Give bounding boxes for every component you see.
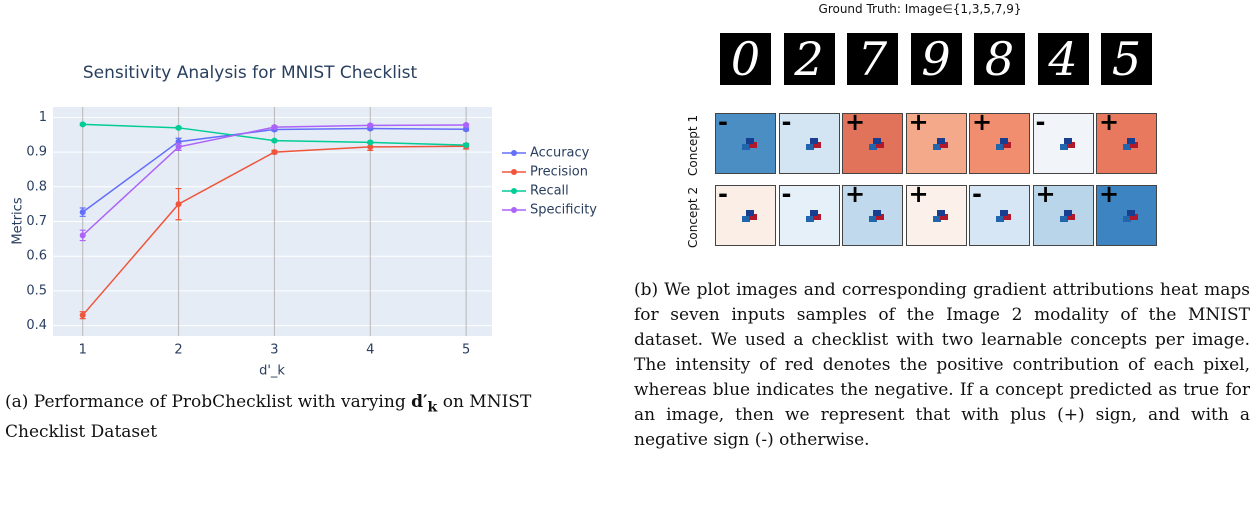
heatmap: + (1096, 113, 1157, 174)
y-tick-label: 0.7 (26, 214, 47, 229)
heatmap: + (906, 113, 967, 174)
y-tick-label: 0.8 (26, 179, 47, 194)
sign: + (909, 180, 929, 208)
sign: - (782, 180, 792, 208)
heatmap: + (842, 185, 903, 246)
heatmap: + (969, 113, 1030, 174)
caption-a: (a) Performance of ProbChecklist with va… (5, 390, 615, 445)
heatmap: + (1096, 185, 1157, 246)
data-point (463, 142, 469, 148)
heatmap: - (969, 185, 1030, 246)
sign: + (1036, 180, 1056, 208)
sign: - (718, 180, 728, 208)
attribution (937, 138, 945, 144)
digit-image: 9 (911, 33, 962, 85)
attribution (746, 138, 754, 144)
sign: - (1036, 108, 1046, 136)
attribution (746, 210, 754, 216)
x-tick-label: 2 (174, 343, 182, 358)
attribution (810, 138, 818, 144)
digit-image: 7 (847, 33, 898, 85)
caption-text: (a) Performance of ProbChecklist with va… (5, 392, 406, 412)
attribution (937, 210, 945, 216)
attribution (1000, 138, 1008, 144)
legend-label: Recall (530, 184, 569, 199)
heatmap: - (779, 113, 840, 174)
sign: + (1099, 108, 1119, 136)
y-tick-label: 0.5 (26, 283, 47, 298)
sign: - (782, 108, 792, 136)
heatmap: - (715, 185, 776, 246)
legend-marker (511, 207, 517, 213)
caption-b: (b) We plot images and corresponding gra… (634, 278, 1250, 453)
data-point (80, 121, 86, 127)
sign: + (845, 180, 865, 208)
data-point (367, 139, 373, 145)
y-tick-label: 0.9 (26, 145, 47, 160)
digit-image: 4 (1038, 33, 1089, 85)
data-point (80, 232, 86, 238)
legend-label: Specificity (530, 203, 597, 218)
heatmap: + (906, 185, 967, 246)
data-point (463, 122, 469, 128)
y-tick-label: 1 (39, 110, 47, 125)
row-label: Concept 1 (686, 115, 700, 176)
attribution (1064, 138, 1072, 144)
legend-marker (511, 169, 517, 175)
attribution (873, 210, 881, 216)
sign: + (845, 108, 865, 136)
data-point (176, 125, 182, 131)
sign: - (972, 180, 982, 208)
legend-label: Accuracy (530, 146, 590, 161)
heatmap: - (715, 113, 776, 174)
attribution (1000, 210, 1008, 216)
attribution (1127, 210, 1135, 216)
sign: - (718, 108, 728, 136)
row-label: Concept 2 (686, 187, 700, 248)
data-point (176, 144, 182, 150)
x-axis-title: d'_k (259, 364, 285, 379)
data-point (271, 124, 277, 130)
data-point (367, 122, 373, 128)
digit-image: 0 (720, 33, 771, 85)
heatmap: + (1033, 185, 1094, 246)
heatmap: - (1033, 113, 1094, 174)
digit-image: 5 (1101, 33, 1152, 85)
math-sub: k (428, 399, 438, 415)
legend-marker (511, 188, 517, 194)
digit-image: 8 (974, 33, 1025, 85)
x-tick-label: 4 (366, 343, 374, 358)
data-point (176, 201, 182, 207)
attribution (810, 210, 818, 216)
attribution (1127, 138, 1135, 144)
heatmap: + (842, 113, 903, 174)
y-tick-label: 0.6 (26, 249, 47, 264)
x-tick-label: 3 (270, 343, 278, 358)
attribution (1064, 210, 1072, 216)
x-tick-label: 5 (462, 343, 470, 358)
sign: + (972, 108, 992, 136)
caption-math: d′k (411, 392, 437, 412)
data-point (80, 312, 86, 318)
y-tick-label: 0.4 (26, 318, 47, 333)
chart-title: Sensitivity Analysis for MNIST Checklist (83, 63, 418, 83)
legend-marker (511, 150, 517, 156)
heatmap: - (779, 185, 840, 246)
sign: + (909, 108, 929, 136)
legend-label: Precision (530, 165, 588, 180)
chart: Sensitivity Analysis for MNIST Checklist… (0, 0, 620, 385)
figure-title: Ground Truth: Image∈{1,3,5,7,9} (700, 2, 1140, 16)
y-axis-title: Metrics (11, 197, 26, 244)
attribution (873, 138, 881, 144)
math: d′ (411, 392, 427, 412)
page: {"chart_data": {"type": "line", "title":… (0, 0, 1260, 505)
sign: + (1099, 180, 1119, 208)
data-point (271, 138, 277, 144)
x-tick-label: 1 (79, 343, 87, 358)
data-point (80, 209, 86, 215)
data-point (271, 149, 277, 155)
digit-image: 2 (784, 33, 835, 85)
